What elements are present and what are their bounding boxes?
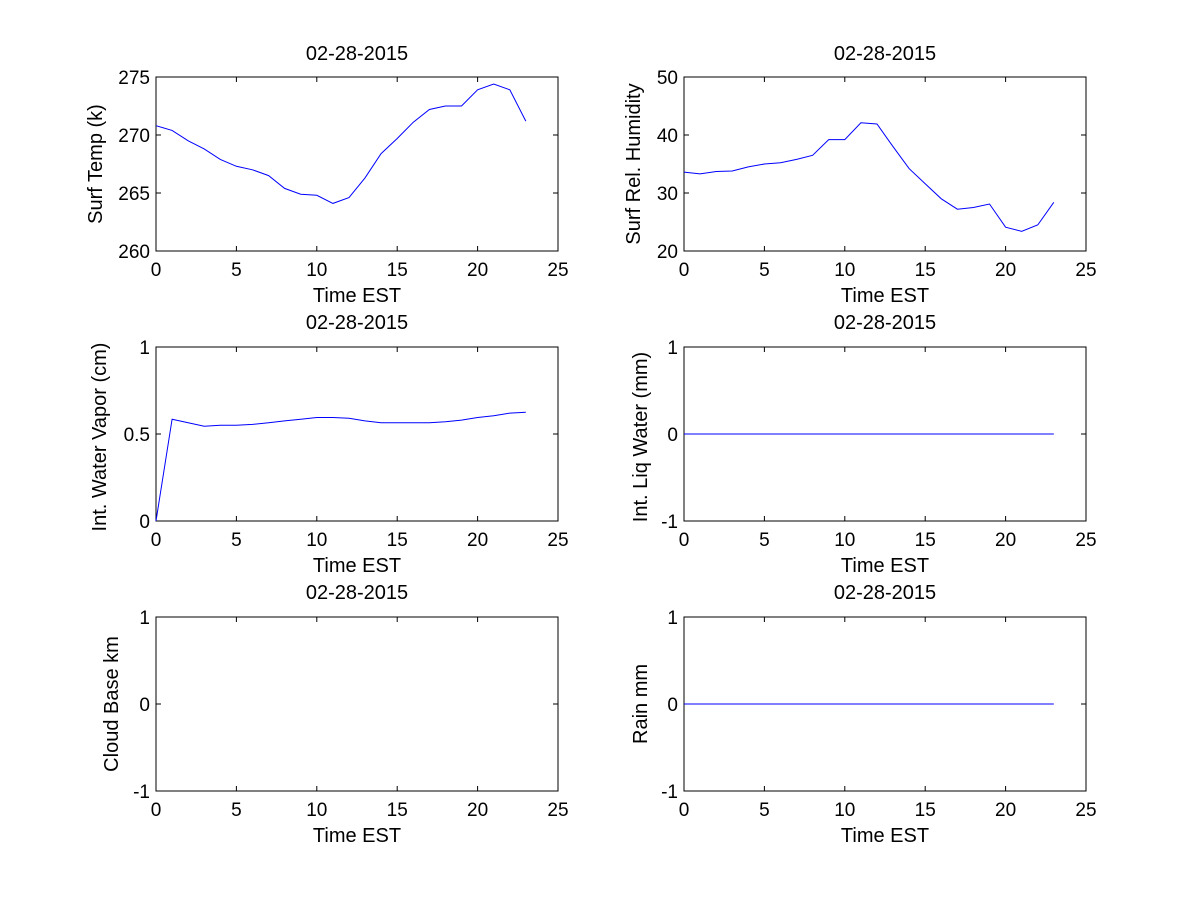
x-tick-label: 5 — [759, 530, 770, 551]
panel-surf-temp: 0 5 10 15 20 25 260 265 270 275 02-28-2015 Time E… — [85, 43, 569, 307]
y-tick-label: 260 — [118, 242, 150, 263]
x-tick-label: 5 — [231, 800, 242, 821]
x-axis-label-int-liq-water: Time EST — [841, 555, 929, 577]
x-tick-label: 10 — [834, 260, 855, 281]
panel-rain: 0 5 10 15 20 25-101 02-28-2015 Time EST Rain … — [630, 582, 1097, 847]
y-tick-label: 275 — [118, 68, 150, 89]
x-tick-label: 15 — [915, 800, 936, 821]
y-tick-label: 1 — [139, 338, 150, 359]
x-tick-label: 0 — [151, 530, 162, 551]
x-tick-label: 20 — [467, 530, 488, 551]
x-tick-label: 5 — [759, 800, 770, 821]
chart-title-int-water-vapor: 02-28-2015 — [306, 312, 408, 334]
x-tick-label: 0 — [679, 260, 690, 281]
x-tick-label: 0 — [151, 260, 162, 281]
y-tick-label: -1 — [661, 512, 678, 533]
x-axis-label-rain: Time EST — [841, 825, 929, 847]
y-axis-label-surf-temp: Surf Temp (k) — [85, 104, 107, 224]
x-tick-label: 15 — [387, 800, 408, 821]
y-tick-label: 20 — [657, 242, 678, 263]
plot-area-surf-rel-humidity — [683, 76, 1087, 252]
y-tick-label: 0 — [667, 425, 678, 446]
x-tick-label: 15 — [915, 260, 936, 281]
y-tick-label: 0 — [139, 512, 150, 533]
x-tick-label: 25 — [547, 530, 568, 551]
x-tick-label: 20 — [995, 260, 1016, 281]
x-tick-label: 25 — [1075, 800, 1096, 821]
chart-title-rain: 02-28-2015 — [834, 582, 936, 604]
panel-cloud-base: 0 5 10 15 20 25-101 02-28-2015 Time EST Cloud… — [101, 582, 569, 847]
ticks-int-liq-water: 0 5 10 15 20 25-101 — [661, 338, 1096, 551]
x-tick-label: 10 — [834, 800, 855, 821]
x-tick-label: 20 — [467, 260, 488, 281]
plot-area-surf-temp — [155, 76, 559, 252]
x-tick-label: 10 — [306, 530, 327, 551]
y-axis-label-int-water-vapor: Int. Water Vapor (cm) — [89, 343, 111, 532]
x-tick-label: 5 — [759, 260, 770, 281]
x-tick-label: 25 — [547, 260, 568, 281]
plot-area-cloud-base — [155, 616, 559, 792]
x-tick-label: 0 — [151, 800, 162, 821]
y-tick-label: 50 — [657, 68, 678, 89]
y-tick-label: 1 — [667, 608, 678, 629]
x-tick-label: 20 — [995, 800, 1016, 821]
y-tick-label: 1 — [667, 338, 678, 359]
panel-int-liq-water: 0 5 10 15 20 25-101 02-28-2015 Time EST Int. … — [630, 312, 1097, 577]
y-axis-label-rain: Rain mm — [630, 664, 652, 744]
chart-title-surf-temp: 02-28-2015 — [306, 43, 408, 65]
x-tick-label: 5 — [231, 260, 242, 281]
y-tick-label: 265 — [118, 184, 150, 205]
series-line-surf-rel-humidity — [683, 122, 1055, 232]
chart-title-cloud-base: 02-28-2015 — [306, 582, 408, 604]
y-tick-label: 40 — [657, 126, 678, 147]
x-tick-label: 5 — [231, 530, 242, 551]
y-tick-label: -1 — [661, 782, 678, 803]
panel-surf-rel-humidity: 0 5 10 15 20 25 20 30 40 50 02-28-2015 Time EST S… — [623, 43, 1097, 307]
chart-title-surf-rel-humidity: 02-28-2015 — [834, 43, 936, 65]
ticks-surf-temp: 0 5 10 15 20 25 260 265 270 275 — [118, 68, 568, 281]
y-tick-label: 270 — [118, 126, 150, 147]
y-tick-label: 0 — [667, 695, 678, 716]
x-tick-label: 25 — [547, 800, 568, 821]
x-tick-label: 25 — [1075, 530, 1096, 551]
x-tick-label: 10 — [306, 260, 327, 281]
ticks-cloud-base: 0 5 10 15 20 25-101 — [133, 608, 568, 821]
series-line-int-water-vapor — [155, 411, 526, 522]
x-tick-label: 20 — [467, 800, 488, 821]
x-axis-label-surf-rel-humidity: Time EST — [841, 285, 929, 307]
x-tick-label: 15 — [387, 260, 408, 281]
y-tick-label: 0.5 — [124, 425, 150, 446]
y-axis-label-cloud-base: Cloud Base km — [101, 636, 123, 772]
plot-area-int-water-vapor — [155, 346, 559, 522]
x-tick-label: 10 — [834, 530, 855, 551]
chart-title-int-liq-water: 02-28-2015 — [834, 312, 936, 334]
panel-int-water-vapor: 0 5 10 15 20 25 0 0.5 1 02-28-2015 Time EST Int.… — [89, 312, 569, 577]
x-tick-label: 15 — [915, 530, 936, 551]
x-axis-label-cloud-base: Time EST — [313, 825, 401, 847]
y-tick-label: -1 — [133, 782, 150, 803]
y-tick-label: 1 — [139, 608, 150, 629]
x-tick-label: 25 — [1075, 260, 1096, 281]
x-axis-label-surf-temp: Time EST — [313, 285, 401, 307]
y-tick-label: 0 — [139, 695, 150, 716]
x-tick-label: 0 — [679, 800, 690, 821]
series-line-surf-temp — [155, 83, 527, 204]
x-tick-label: 15 — [387, 530, 408, 551]
y-tick-label: 30 — [657, 184, 678, 205]
ticks-int-water-vapor: 0 5 10 15 20 25 0 0.5 1 — [124, 338, 569, 551]
x-tick-label: 10 — [306, 800, 327, 821]
y-axis-label-surf-rel-humidity: Surf Rel. Humidity — [623, 83, 645, 244]
y-axis-label-int-liq-water: Int. Liq Water (mm) — [630, 352, 652, 522]
x-tick-label: 0 — [679, 530, 690, 551]
ticks-surf-rel-humidity: 0 5 10 15 20 25 20 30 40 50 — [657, 68, 1097, 281]
x-tick-label: 20 — [995, 530, 1016, 551]
x-axis-label-int-water-vapor: Time EST — [313, 555, 401, 577]
ticks-rain: 0 5 10 15 20 25-101 — [661, 608, 1096, 821]
